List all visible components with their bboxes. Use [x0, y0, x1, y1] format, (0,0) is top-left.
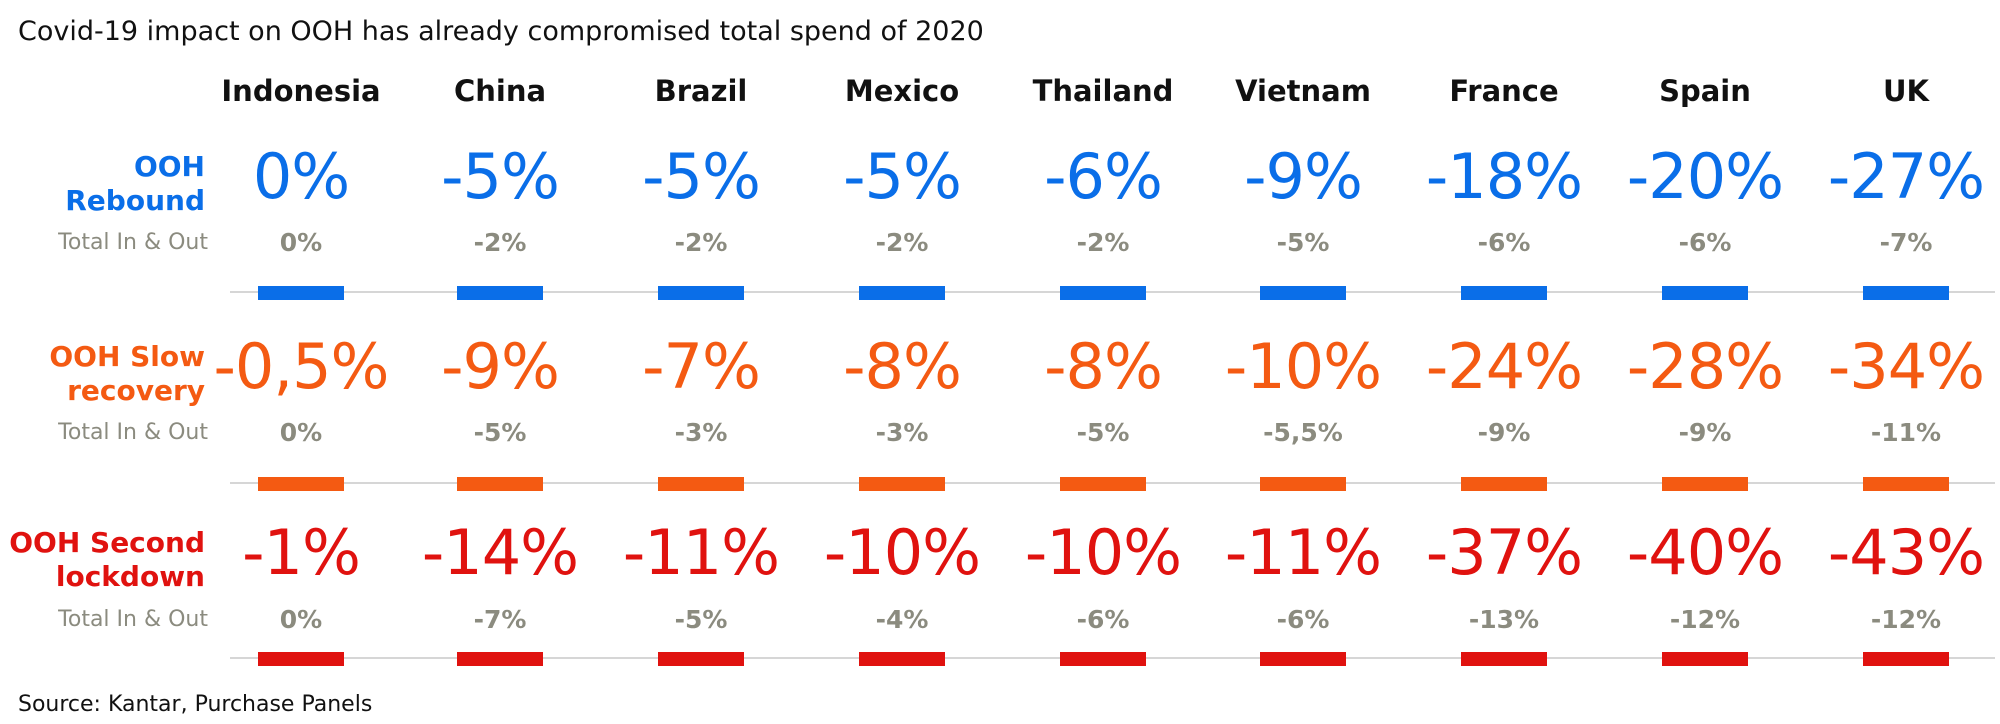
total-value: -3% — [674, 418, 728, 447]
country-header: France — [1449, 74, 1559, 108]
ooh-value: -10% — [1024, 516, 1182, 589]
color-bar — [258, 477, 344, 491]
ooh-value: -8% — [1044, 330, 1163, 403]
total-value: -9% — [1477, 418, 1531, 447]
total-value: -2% — [473, 228, 527, 257]
ooh-value: -1% — [242, 516, 361, 589]
country-header: Thailand — [1032, 74, 1174, 108]
color-bar — [658, 652, 744, 666]
color-bar — [1863, 652, 1949, 666]
color-bar — [1060, 477, 1146, 491]
scenario-label: OOH Slow recovery — [49, 340, 205, 407]
ooh-value: -40% — [1626, 516, 1784, 589]
ooh-value: -18% — [1425, 140, 1583, 213]
color-bar — [258, 286, 344, 300]
color-bar — [1461, 652, 1547, 666]
color-bar — [1060, 286, 1146, 300]
ooh-value: -43% — [1827, 516, 1985, 589]
color-bar — [1461, 477, 1547, 491]
ooh-value: -10% — [1224, 330, 1382, 403]
ooh-value: -11% — [622, 516, 780, 589]
ooh-value: -10% — [823, 516, 981, 589]
total-value: -5% — [674, 605, 728, 634]
total-value: -4% — [875, 605, 929, 634]
ooh-value: 0% — [252, 140, 350, 213]
total-value: -5% — [1276, 228, 1330, 257]
ooh-value: -6% — [1044, 140, 1163, 213]
total-value: -6% — [1477, 228, 1531, 257]
source-note: Source: Kantar, Purchase Panels — [18, 692, 373, 717]
color-bar — [1863, 286, 1949, 300]
total-value: 0% — [279, 418, 323, 447]
ooh-value: -11% — [1224, 516, 1382, 589]
total-value: -6% — [1678, 228, 1732, 257]
total-value: -2% — [875, 228, 929, 257]
ooh-value: -28% — [1626, 330, 1784, 403]
ooh-value: -5% — [843, 140, 962, 213]
country-header: UK — [1882, 74, 1930, 108]
country-header: Mexico — [844, 74, 960, 108]
color-bar — [859, 286, 945, 300]
total-value: -5% — [473, 418, 527, 447]
total-value: -3% — [875, 418, 929, 447]
ooh-value: -27% — [1827, 140, 1985, 213]
color-bar — [457, 652, 543, 666]
ooh-value: -9% — [441, 330, 560, 403]
ooh-value: -20% — [1626, 140, 1784, 213]
country-header: Brazil — [654, 74, 748, 108]
color-bar — [859, 477, 945, 491]
ooh-value: -8% — [843, 330, 962, 403]
total-value: -12% — [1669, 605, 1741, 634]
scenario-label: OOH Rebound — [65, 150, 205, 217]
total-label: Total In & Out — [58, 607, 208, 632]
ooh-value: -9% — [1244, 140, 1363, 213]
color-bar — [258, 652, 344, 666]
country-header: China — [453, 74, 547, 108]
ooh-value: -0,5% — [213, 330, 390, 403]
total-value: -2% — [674, 228, 728, 257]
color-bar — [1461, 286, 1547, 300]
total-value: -7% — [1879, 228, 1933, 257]
country-header: Spain — [1659, 74, 1751, 108]
country-header: Indonesia — [221, 74, 381, 108]
total-value: -13% — [1468, 605, 1540, 634]
color-bar — [1662, 652, 1748, 666]
scenario-label: OOH Second lockdown — [9, 526, 205, 593]
color-bar — [1260, 652, 1346, 666]
chart-title: Covid-19 impact on OOH has already compr… — [18, 16, 984, 47]
ooh-value: -34% — [1827, 330, 1985, 403]
color-bar — [457, 477, 543, 491]
color-bar — [1260, 477, 1346, 491]
color-bar — [1662, 286, 1748, 300]
total-label: Total In & Out — [58, 230, 208, 255]
color-bar — [1260, 286, 1346, 300]
ooh-value: -5% — [441, 140, 560, 213]
ooh-value: -5% — [642, 140, 761, 213]
color-bar — [1863, 477, 1949, 491]
total-value: -12% — [1870, 605, 1942, 634]
country-header: Vietnam — [1235, 74, 1371, 108]
color-bar — [1662, 477, 1748, 491]
ooh-value: -14% — [421, 516, 579, 589]
color-bar — [1060, 652, 1146, 666]
total-value: 0% — [279, 228, 323, 257]
total-value: -11% — [1870, 418, 1942, 447]
ooh-value: -7% — [642, 330, 761, 403]
color-bar — [457, 286, 543, 300]
color-bar — [658, 477, 744, 491]
total-value: -7% — [473, 605, 527, 634]
color-bar — [658, 286, 744, 300]
ooh-value: -37% — [1425, 516, 1583, 589]
total-value: 0% — [279, 605, 323, 634]
total-value: -5% — [1076, 418, 1130, 447]
color-bar — [859, 652, 945, 666]
total-label: Total In & Out — [58, 420, 208, 445]
ooh-value: -24% — [1425, 330, 1583, 403]
total-value: -2% — [1076, 228, 1130, 257]
total-value: -9% — [1678, 418, 1732, 447]
total-value: -5,5% — [1263, 418, 1343, 447]
total-value: -6% — [1076, 605, 1130, 634]
total-value: -6% — [1276, 605, 1330, 634]
